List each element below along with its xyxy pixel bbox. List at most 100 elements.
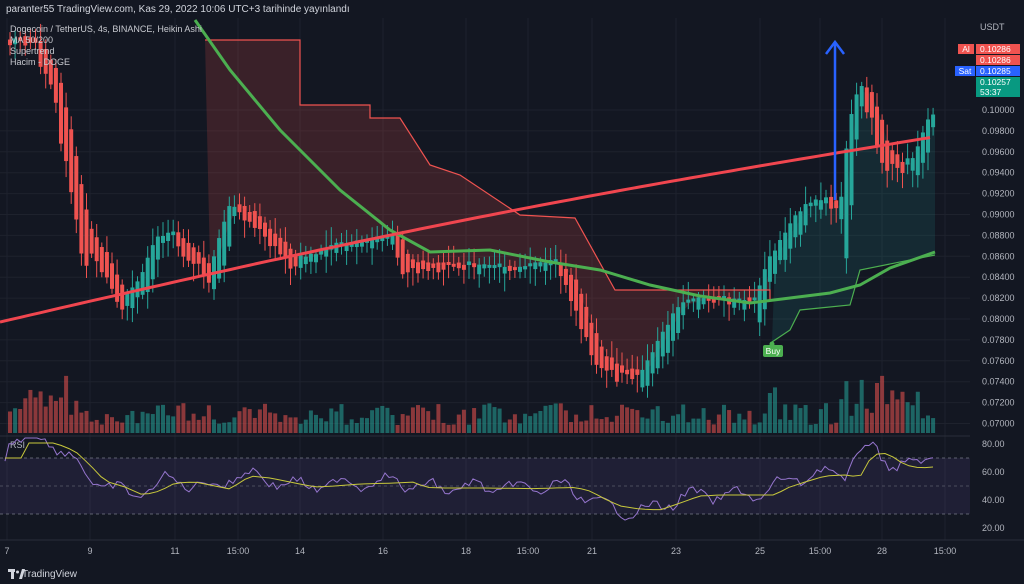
volume-bar [834,422,839,433]
volume-indicator[interactable]: Hacim - DOGE [10,57,71,67]
price-grid [0,18,970,540]
candle-body [778,239,783,261]
price-tick: 0.08200 [982,293,1015,303]
candle-body [303,256,308,265]
chart-area[interactable]: Buy USDT 0.10000 0.09800 0.09600 0.09400 0.0… [0,18,1024,584]
volume-bar [94,419,99,433]
candle-body [574,279,579,311]
candle-body [502,266,507,274]
volume-bar [579,421,584,433]
ask-tag: Al 0.10286 0.10286 [958,44,1020,65]
candle-body [416,262,420,274]
candle-body [273,233,278,247]
currency-label: USDT [980,22,1005,32]
candle-body [242,206,247,221]
volume-bar [395,424,400,433]
candle-body [217,238,222,279]
candle-body [161,235,165,243]
candle-body [171,231,176,236]
candle-body [405,253,410,273]
volume-bar [711,424,716,433]
candle-body [839,196,844,220]
volume-bar [18,408,23,433]
volume-bar [808,424,813,433]
volume-bar [533,413,538,433]
volume-bar [681,404,686,433]
price-tick: 0.07200 [982,398,1015,408]
volume-bar [242,407,247,433]
time-tick: 25 [755,546,765,556]
volume-bar [59,397,63,433]
candle-body [166,232,171,241]
volume-bar [217,423,222,433]
candle-body [691,298,696,302]
volume-bar [370,410,375,433]
volume-bar [405,415,410,433]
rsi-pane[interactable]: RSI 80.00 60.00 40.00 20.00 [0,435,1005,533]
volume-bar [79,412,84,433]
heikin-ashi-candles[interactable] [8,23,936,398]
volume-bar [722,404,726,433]
volume-bar [191,413,196,433]
chart-legend[interactable]: Dogecoin / TetherUS, 4s, BINANCE, Heikin… [10,24,202,68]
candle-body [263,222,267,237]
candle-body [818,200,823,210]
candle-body [864,87,869,113]
candle-body [599,346,604,369]
volume-bar [553,403,558,433]
candle-body [803,204,808,226]
candle-body [181,238,186,257]
price-tick: 0.09600 [982,147,1015,157]
volume-bar [497,408,502,433]
volume-bar [451,424,456,433]
volume-bar [69,414,74,433]
candle-body [528,263,533,267]
candle-body [931,114,936,128]
candle-body [191,247,196,264]
volume-bar [472,408,477,433]
volume-bar [222,422,227,433]
volume-bar [176,405,181,433]
candle-body [298,255,303,268]
volume-bar [120,422,125,433]
volume-bar [869,412,874,433]
volume-bar [686,422,691,433]
time-axis[interactable]: 7 9 11 15:00 14 16 18 15:00 21 23 25 15:00 28 15:00 [4,546,956,556]
ask-price: 0.10286 [980,44,1011,54]
price-axis[interactable]: USDT 0.10000 0.09800 0.09600 0.09400 0.09200… [980,22,1015,429]
volume-bar [620,404,624,433]
candle-body [660,331,665,357]
volume-bar [676,414,681,433]
candle-body [757,285,762,323]
candle-body [538,262,543,267]
volume-bar [104,414,109,433]
rsi-tick: 60.00 [982,467,1005,477]
candle-body [686,299,691,303]
volume-bar [518,423,522,433]
last-price: 0.10257 [980,77,1011,87]
symbol-info[interactable]: Dogecoin / TetherUS, 4s, BINANCE, Heikin… [10,24,202,34]
candle-body [410,259,415,269]
volume-bar [324,421,329,433]
candle-body [507,265,512,271]
time-tick: 11 [170,546,179,556]
time-tick: 15:00 [517,546,540,556]
volume-bar [660,420,665,433]
supertrend-indicator[interactable]: Supertrend [10,46,55,56]
volume-bar [762,413,767,433]
volume-bar [247,409,252,433]
candle-body [150,245,155,280]
volume-bar [737,413,742,433]
candle-body [145,257,150,293]
ma-indicator[interactable]: MA 50/200 [10,35,54,45]
volume-bar [257,409,262,433]
volume-bar [696,418,701,433]
volume-bar [778,419,783,433]
candle-body [625,369,630,375]
volume-bar [329,408,334,433]
candle-body [18,37,23,41]
volume-bar [604,417,609,433]
candle-body [451,263,456,267]
volume-bar [671,415,675,433]
candle-body [426,262,431,271]
